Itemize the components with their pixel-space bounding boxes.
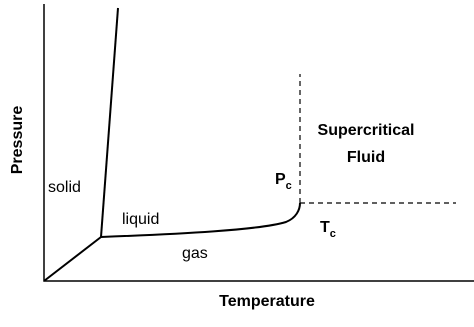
gas-label: gas [182, 245, 208, 262]
critical-temperature-main: T [320, 219, 330, 236]
critical-pressure-sub: c [286, 180, 292, 192]
critical-temperature-sub: c [330, 228, 336, 240]
liquid-gas-line [100, 202, 301, 238]
x-axis-label: Temperature [219, 293, 315, 310]
y-axis-label: Pressure [9, 106, 26, 175]
solid-gas-line [43, 236, 102, 282]
solid-label: solid [48, 179, 81, 196]
supercritical-label: Fluid [347, 149, 385, 166]
critical-temperature-label: Tc [320, 219, 336, 240]
critical-pressure-label: Pc [275, 171, 292, 192]
liquid-label: liquid [122, 211, 159, 228]
solid-liquid-line [100, 7, 119, 238]
critical-pressure-main: P [275, 171, 286, 188]
supercritical-label: Supercritical [318, 122, 415, 139]
